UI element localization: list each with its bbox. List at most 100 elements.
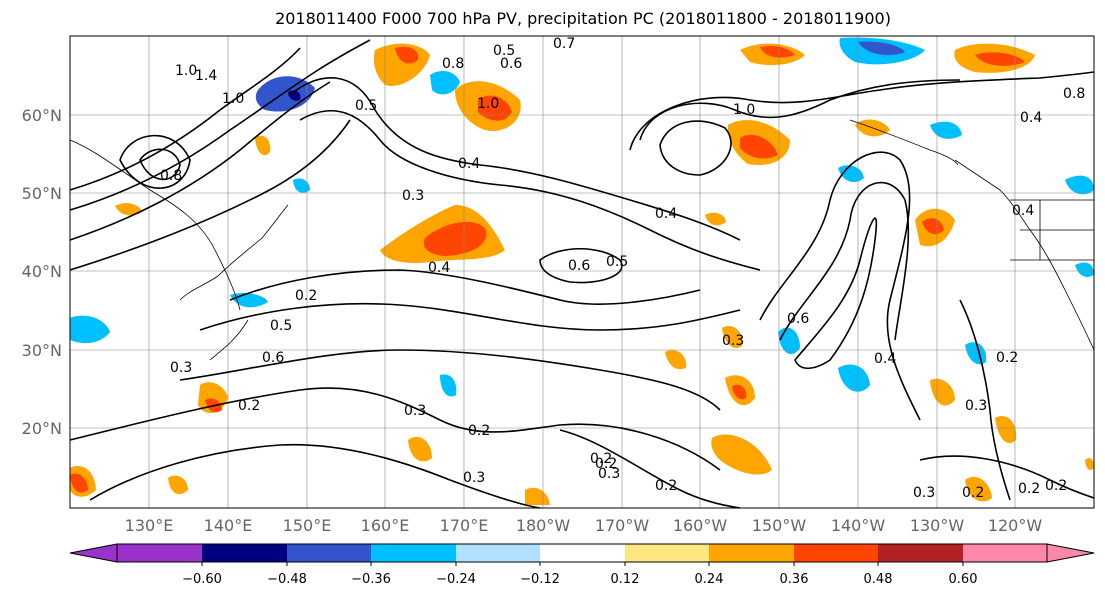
colorbar-segment — [202, 544, 287, 562]
colorbar-tick-label: −0.36 — [351, 572, 391, 587]
colorbar-tick-label: −0.60 — [182, 572, 222, 587]
anomaly-patch-negative — [70, 315, 110, 344]
contour-label: 0.3 — [404, 403, 426, 419]
lon-label: 180°W — [516, 516, 571, 535]
anomaly-patch-negative — [930, 121, 962, 139]
colorbar-tick-label: −0.24 — [436, 572, 476, 587]
map-frame — [69, 35, 1095, 509]
anomaly-patch-positive — [995, 416, 1017, 444]
anomaly-patch-negative — [1065, 175, 1094, 195]
lat-label: 20°N — [22, 419, 62, 438]
anomaly-patch-positive — [665, 349, 687, 370]
anomaly-patch-negative — [440, 374, 457, 397]
contour-label: 0.4 — [428, 260, 450, 276]
colorbar-tick-label: −0.12 — [520, 572, 560, 587]
anomaly-patch-negative — [838, 364, 870, 392]
contour-label: 0.3 — [402, 188, 424, 204]
colorbar-segment — [540, 544, 625, 562]
lon-label: 160°W — [673, 516, 728, 535]
contour-label: 0.4 — [874, 351, 896, 367]
contour-label: 0.3 — [170, 360, 192, 376]
colorbar-tick-label: 0.36 — [780, 572, 809, 587]
contour-label: 0.2 — [238, 398, 260, 414]
coastlines — [69, 119, 1095, 361]
contour-label: 1.0 — [477, 96, 499, 112]
contour-label: 0.2 — [1045, 478, 1067, 494]
contour-label: 0.8 — [1063, 86, 1085, 102]
contour-label: 0.2 — [655, 478, 677, 494]
colorbar-segment — [709, 544, 794, 562]
map-panel: 1.0 1.4 1.0 0.8 0.5 0.3 0.2 0.5 0.6 0.4 … — [69, 35, 1095, 509]
latitude-labels: 60°N 50°N 40°N 30°N 20°N — [22, 106, 62, 438]
contour-label: 0.2 — [295, 288, 317, 304]
contour-label: 0.6 — [262, 350, 284, 366]
anomaly-patch-positive — [168, 475, 188, 495]
anomaly-patch-positive — [930, 378, 955, 406]
contour-label: 0.8 — [442, 56, 464, 72]
colorbar-extend-high — [1046, 543, 1095, 563]
colorbar-segment — [371, 544, 456, 562]
anomaly-patch-positive — [408, 436, 432, 462]
colorbar-segment — [963, 544, 1047, 562]
anomaly-patch-negative — [293, 178, 310, 193]
lat-label: 50°N — [22, 184, 62, 203]
contour-label: 1.0 — [175, 63, 197, 79]
lon-label: 170°E — [440, 516, 489, 535]
contour-label: 0.5 — [270, 318, 292, 334]
contour-label: 0.6 — [500, 56, 522, 72]
colorbar-segment — [625, 544, 709, 562]
lat-label: 40°N — [22, 262, 62, 281]
colorbar-tick-label: 0.12 — [611, 572, 640, 587]
lon-label: 150°W — [752, 516, 807, 535]
colorbar-frame — [116, 543, 1048, 563]
anomaly-patch-positive-core — [395, 46, 419, 64]
contour-label: 0.5 — [606, 254, 628, 270]
contour-label: 0.8 — [160, 168, 182, 184]
anomaly-patch-positive — [1085, 458, 1094, 470]
longitude-labels: 130°E 140°E 150°E 160°E 170°E 180°W 170°… — [125, 516, 1043, 535]
lon-label: 130°W — [910, 516, 965, 535]
lon-label: 140°W — [831, 516, 886, 535]
contour-label: 0.5 — [493, 43, 515, 59]
contour-label: 1.0 — [222, 91, 244, 107]
figure-title: 2018011400 F000 700 hPa PV, precipitatio… — [275, 9, 891, 28]
contour-label: 0.4 — [458, 156, 480, 172]
contour-label: 0.6 — [568, 258, 590, 274]
anomaly-patch-positive-core — [740, 134, 778, 159]
pv-contours — [69, 39, 1095, 509]
lat-label: 60°N — [22, 106, 62, 125]
anomaly-patch-negative — [838, 165, 864, 183]
lon-label: 130°E — [125, 516, 174, 535]
colorbar-tick-label: 0.48 — [864, 572, 893, 587]
anomaly-patch-positive-core — [922, 218, 944, 235]
contour-labels: 1.0 1.4 1.0 0.8 0.5 0.3 0.2 0.5 0.6 0.4 … — [160, 36, 1085, 501]
colorbar-tick-label: −0.48 — [267, 572, 307, 587]
anomaly-patch-positive — [705, 212, 726, 226]
anomaly-patch-positive — [525, 487, 550, 505]
colorbar-ticks — [201, 562, 964, 566]
anomaly-patch-positive — [965, 476, 992, 502]
anomaly-patch-positive-core — [975, 52, 1025, 66]
anomaly-patch-positive-core — [423, 221, 487, 256]
anomaly-patch-positive — [711, 434, 772, 475]
precip-anomaly-shading — [70, 37, 1094, 505]
contour-label: 0.4 — [655, 206, 677, 222]
contour-label: 0.3 — [463, 470, 485, 486]
contour-label: 0.3 — [598, 466, 620, 482]
contour-label: 0.2 — [590, 451, 612, 467]
contour-label: 0.2 — [996, 350, 1018, 366]
colorbar-segment — [117, 544, 202, 562]
lon-label: 150°E — [283, 516, 332, 535]
contour-label: 1.0 — [733, 102, 755, 118]
contour-label: 0.4 — [1012, 203, 1034, 219]
contour-label: 0.3 — [965, 398, 987, 414]
contour-label: 0.7 — [553, 36, 575, 52]
colorbar-extend-low — [69, 543, 118, 563]
anomaly-patch-positive — [722, 326, 743, 348]
colorbar-segment — [794, 544, 878, 562]
lon-label: 160°E — [361, 516, 410, 535]
lon-label: 140°E — [204, 516, 253, 535]
anomaly-patch-negative-core — [858, 41, 905, 56]
contour-label: 0.3 — [722, 333, 744, 349]
